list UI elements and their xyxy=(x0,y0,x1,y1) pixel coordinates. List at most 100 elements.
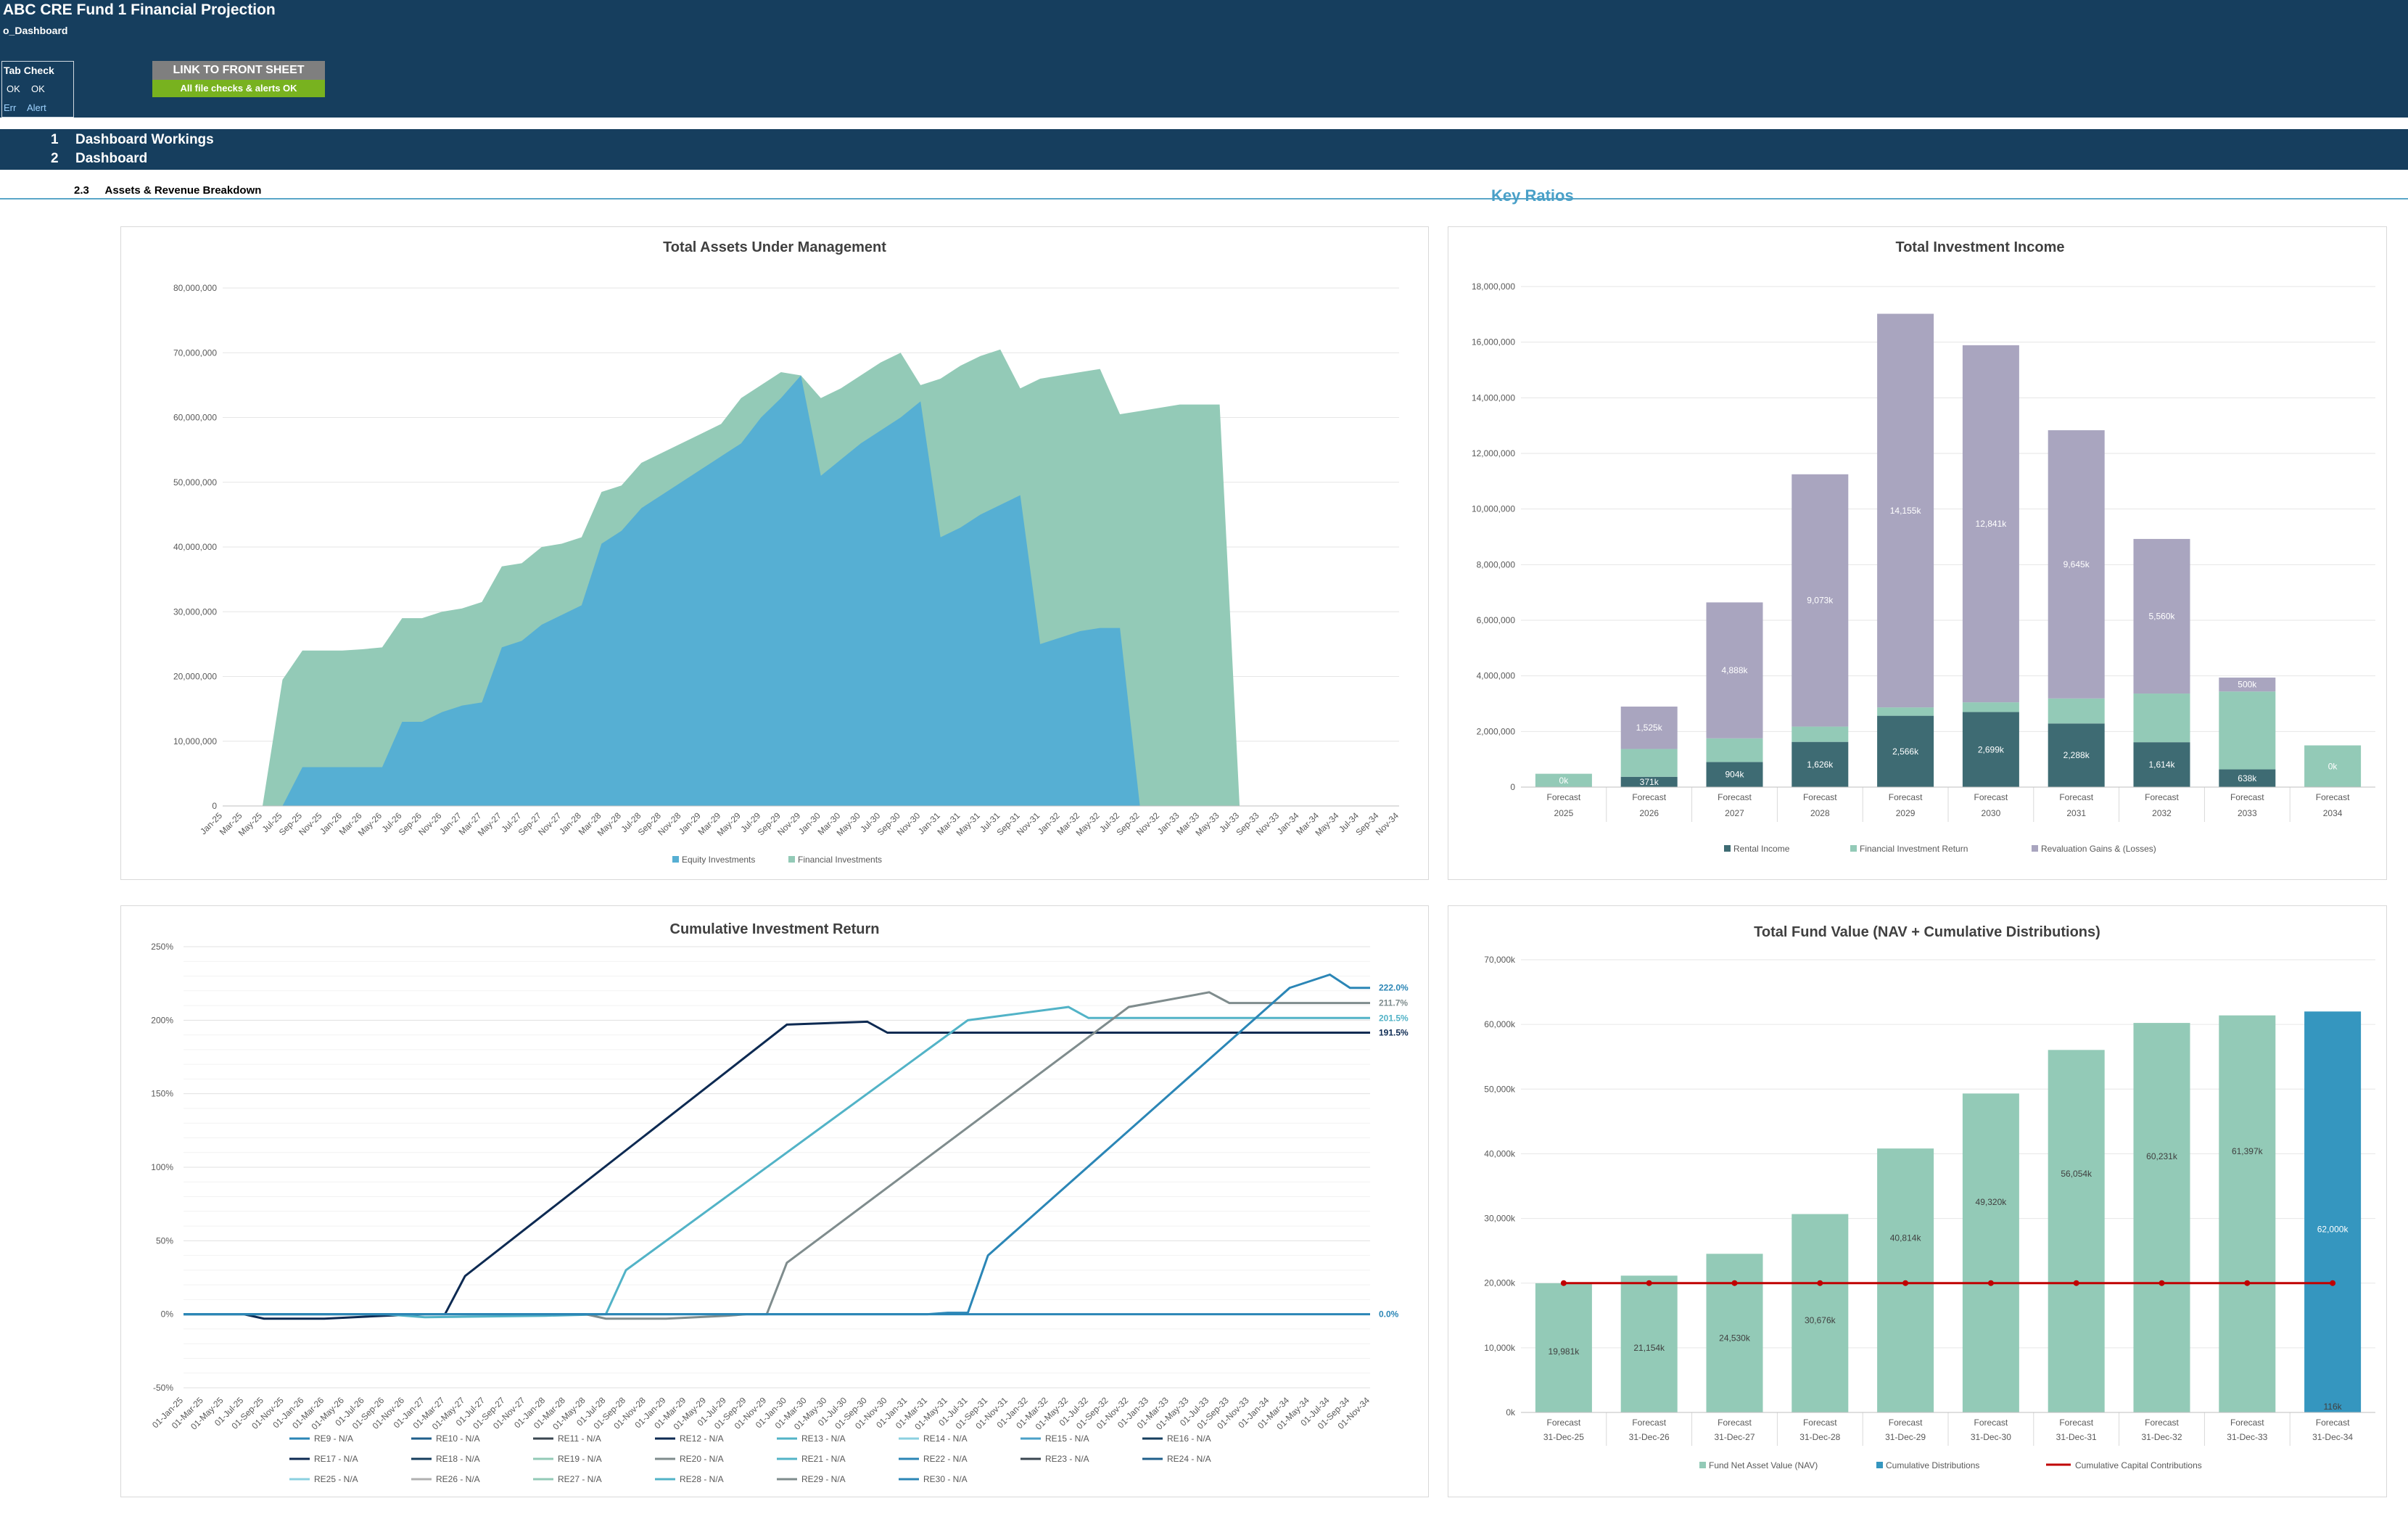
y-tick-label: 10,000k xyxy=(1484,1343,1516,1353)
x-tick-label: Nov-33 xyxy=(1254,810,1281,837)
series-end-label: 211.7% xyxy=(1379,998,1408,1008)
data-label: 62,000k xyxy=(2317,1224,2349,1234)
y-tick-label: 4,000,000 xyxy=(1477,671,1516,681)
capital-contributions-point xyxy=(1902,1280,1909,1286)
y-tick-label: 20,000k xyxy=(1484,1278,1516,1288)
legend-label: RE30 - N/A xyxy=(923,1474,968,1484)
fund-value-bar xyxy=(1791,1214,1849,1412)
bar-segment xyxy=(1791,741,1849,787)
x-tick-label: 2031 xyxy=(2066,808,2086,818)
x-tick-label-prefix: Forecast xyxy=(1632,792,1666,802)
x-tick-label: 31-Dec-25 xyxy=(1543,1432,1584,1442)
data-label: 56,054k xyxy=(2061,1169,2092,1179)
x-tick-label-prefix: Forecast xyxy=(1974,792,2008,802)
y-tick-label: 0% xyxy=(161,1309,174,1320)
legend-label: RE26 - N/A xyxy=(436,1474,480,1484)
series-end-label: 0.0% xyxy=(1379,1309,1399,1320)
y-tick-label: 10,000,000 xyxy=(173,736,217,746)
fund-value-chart-panel[interactable]: Total Fund Value (NAV + Cumulative Distr… xyxy=(1448,905,2387,1497)
legend-label: RE11 - N/A xyxy=(558,1433,601,1444)
fund-value-bar xyxy=(2304,1011,2362,1412)
subsection-label: Assets & Revenue Breakdown xyxy=(104,184,262,197)
bar-segment xyxy=(1962,345,2019,703)
y-tick-label: 80,000,000 xyxy=(173,283,217,293)
x-tick-label: Nov-29 xyxy=(775,810,802,837)
tab-check-alert-link[interactable]: Alert xyxy=(27,102,46,113)
x-tick-label-prefix: Forecast xyxy=(1718,1418,1752,1428)
x-tick-label: 31-Dec-32 xyxy=(2141,1432,2182,1442)
aum-chart: Total Assets Under Management 0 10,000,000… xyxy=(173,239,1401,865)
bar-segment xyxy=(1877,715,1934,787)
legend-label: RE16 - N/A xyxy=(1167,1433,1211,1444)
y-tick-label: 0k xyxy=(1506,1407,1516,1418)
capital-contributions-point xyxy=(2330,1280,2336,1286)
y-tick-label: 200% xyxy=(151,1015,173,1025)
x-tick-label: Nov-32 xyxy=(1134,810,1161,837)
data-label: 19,981k xyxy=(1549,1346,1580,1357)
legend-label: Financial Investment Return xyxy=(1860,844,1968,854)
return-series-line xyxy=(184,991,1370,1320)
bar-segment xyxy=(1791,726,1849,742)
link-to-front-sheet-button[interactable]: LINK TO FRONT SHEET xyxy=(152,61,325,80)
x-tick-label-prefix: Forecast xyxy=(1547,792,1581,802)
x-tick-label: Nov-31 xyxy=(1015,810,1042,837)
sheet-name: o_Dashboard xyxy=(3,25,68,36)
legend-label: RE20 - N/A xyxy=(680,1454,724,1464)
tab-check-err-link[interactable]: Err xyxy=(4,102,17,113)
income-chart-panel[interactable]: Total Investment Income 0 2,000,000 4,000,0… xyxy=(1448,226,2387,880)
y-tick-label: 250% xyxy=(151,942,173,952)
x-tick-label-prefix: Forecast xyxy=(2316,1418,2350,1428)
x-tick-label-prefix: Forecast xyxy=(1889,792,1923,802)
section-number: 1 xyxy=(51,132,59,147)
legend-label: Revaluation Gains & (Losses) xyxy=(2041,844,2156,854)
tab-check-ok: OK xyxy=(7,83,20,94)
data-label: 14,155k xyxy=(1890,506,1922,516)
capital-contributions-point xyxy=(1731,1280,1738,1286)
return-series-line xyxy=(184,1020,1370,1320)
x-tick-label-prefix: Forecast xyxy=(2145,792,2179,802)
bar-segment xyxy=(1706,602,1763,739)
y-tick-label: 40,000,000 xyxy=(173,542,217,552)
data-label: 1,626k xyxy=(1807,760,1834,770)
bar-segment xyxy=(1877,313,1934,708)
data-label: 2,288k xyxy=(2063,750,2090,760)
bar-segment xyxy=(1620,776,1678,787)
y-tick-label: 20,000,000 xyxy=(173,672,217,682)
section-band: 1 Dashboard Workings 2 Dashboard xyxy=(0,129,2408,170)
y-tick-label: 30,000k xyxy=(1484,1214,1516,1224)
data-label: 2,566k xyxy=(1892,746,1919,757)
aum-chart-panel[interactable]: Total Assets Under Management 0 10,000,000… xyxy=(120,226,1429,880)
bar-segment xyxy=(2048,698,2105,724)
legend-label: RE22 - N/A xyxy=(923,1454,968,1464)
y-tick-label: 0 xyxy=(212,801,217,811)
bar-segment xyxy=(1620,749,1678,777)
data-label: 0k xyxy=(1559,775,1570,786)
y-tick-label: 40,000k xyxy=(1484,1148,1516,1159)
x-tick-label-prefix: Forecast xyxy=(2316,792,2350,802)
x-tick-label-prefix: Forecast xyxy=(2230,1418,2264,1428)
legend-label: RE17 - N/A xyxy=(314,1454,358,1464)
legend-label: RE14 - N/A xyxy=(923,1433,968,1444)
section-number: 2 xyxy=(51,151,59,166)
subsection-number: 2.3 xyxy=(74,184,89,197)
legend-label: RE13 - N/A xyxy=(801,1433,846,1444)
legend-label: Fund Net Asset Value (NAV) xyxy=(1709,1460,1818,1470)
bar-segment xyxy=(1620,706,1678,749)
legend-label: RE12 - N/A xyxy=(680,1433,724,1444)
workbook-title: ABC CRE Fund 1 Financial Projection xyxy=(3,1,276,18)
y-tick-label: 12,000,000 xyxy=(1472,448,1515,458)
legend-label: Cumulative Distributions xyxy=(1886,1460,1979,1470)
capital-contributions-point xyxy=(2073,1280,2079,1286)
x-tick-label: 31-Dec-26 xyxy=(1629,1432,1670,1442)
bar-segment xyxy=(2133,694,2190,743)
series-end-label: 222.0% xyxy=(1379,983,1409,993)
legend-label: RE10 - N/A xyxy=(436,1433,480,1444)
x-tick-label: 2033 xyxy=(2238,808,2257,818)
fund-value-bar xyxy=(1620,1275,1678,1412)
data-label: 24,530k xyxy=(1719,1333,1751,1344)
data-label: 371k xyxy=(1640,777,1659,787)
y-tick-label: 2,000,000 xyxy=(1477,726,1516,736)
cumulative-return-chart-panel[interactable]: Cumulative Investment Return -50% 0% 50% 100… xyxy=(120,905,1429,1497)
legend-swatch xyxy=(2032,845,2038,852)
bar-segment xyxy=(2219,691,2276,770)
